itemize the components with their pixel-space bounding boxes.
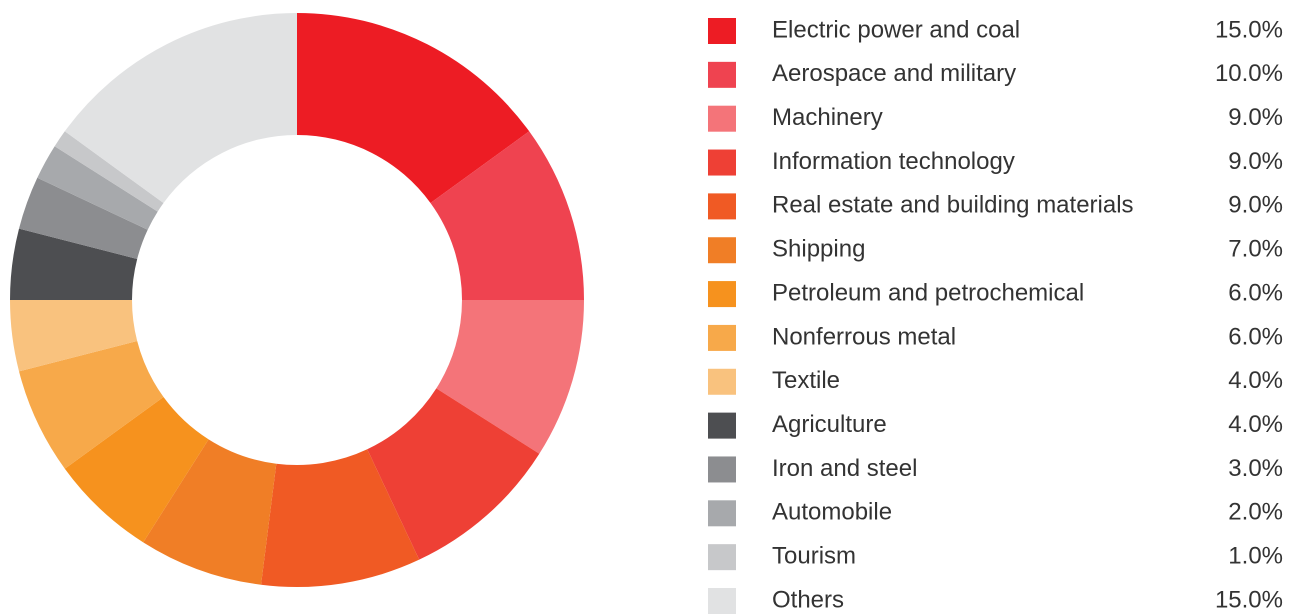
legend-swatch bbox=[708, 18, 736, 44]
legend-label: Others bbox=[772, 586, 844, 613]
donut-slice bbox=[297, 13, 530, 204]
legend-swatch bbox=[708, 61, 736, 88]
legend-label: Agriculture bbox=[772, 411, 887, 438]
value-label: 6.0% bbox=[1228, 279, 1283, 306]
value-label: 3.0% bbox=[1228, 455, 1283, 482]
legend-swatch bbox=[708, 193, 736, 220]
legend-label: Machinery bbox=[772, 104, 883, 131]
donut-slice bbox=[430, 131, 584, 300]
donut-slice bbox=[64, 13, 297, 204]
legend-label: Iron and steel bbox=[772, 455, 917, 482]
legend-label: Electric power and coal bbox=[772, 16, 1020, 43]
donut-slice bbox=[19, 177, 148, 259]
donut-slice bbox=[436, 300, 584, 454]
legend-label: Aerospace and military bbox=[772, 60, 1016, 87]
donut-slice bbox=[19, 341, 164, 469]
donut-slice bbox=[367, 388, 540, 560]
donut-slice bbox=[10, 228, 138, 300]
legend-label: Petroleum and petrochemical bbox=[772, 279, 1084, 306]
value-label: 7.0% bbox=[1228, 236, 1283, 263]
legend-label: Shipping bbox=[772, 236, 865, 263]
donut-slice bbox=[10, 300, 138, 372]
legend-swatch bbox=[708, 105, 736, 132]
value-label: 4.0% bbox=[1228, 367, 1283, 394]
legend-label: Tourism bbox=[772, 542, 856, 569]
legend-swatch bbox=[708, 149, 736, 176]
legend-label: Nonferrous metal bbox=[772, 323, 956, 350]
legend-swatch bbox=[708, 456, 736, 483]
legend-label: Real estate and building materials bbox=[772, 192, 1134, 219]
legend-swatch bbox=[708, 412, 736, 439]
value-label: 9.0% bbox=[1228, 104, 1283, 131]
donut-slice bbox=[37, 146, 158, 230]
value-label: 10.0% bbox=[1215, 60, 1283, 87]
value-label: 15.0% bbox=[1215, 16, 1283, 43]
donut-slice bbox=[54, 131, 164, 212]
legend-swatch bbox=[708, 324, 736, 351]
value-label: 9.0% bbox=[1228, 148, 1283, 175]
value-label: 4.0% bbox=[1228, 411, 1283, 438]
legend-label: Textile bbox=[772, 367, 840, 394]
value-label: 2.0% bbox=[1228, 499, 1283, 526]
legend-label: Automobile bbox=[772, 499, 892, 526]
legend-swatch bbox=[708, 500, 736, 527]
legend-swatch bbox=[708, 544, 736, 571]
legend-swatch bbox=[708, 368, 736, 395]
value-label: 9.0% bbox=[1228, 192, 1283, 219]
donut-slice bbox=[64, 396, 209, 543]
value-label: 1.0% bbox=[1228, 542, 1283, 569]
value-label: 6.0% bbox=[1228, 323, 1283, 350]
legend-swatch bbox=[708, 588, 736, 614]
value-label: 15.0% bbox=[1215, 586, 1283, 613]
donut-slice bbox=[143, 439, 277, 585]
donut-slice bbox=[261, 449, 420, 588]
legend-label: Information technology bbox=[772, 148, 1015, 175]
legend-swatch bbox=[708, 237, 736, 264]
legend-swatch bbox=[708, 281, 736, 308]
